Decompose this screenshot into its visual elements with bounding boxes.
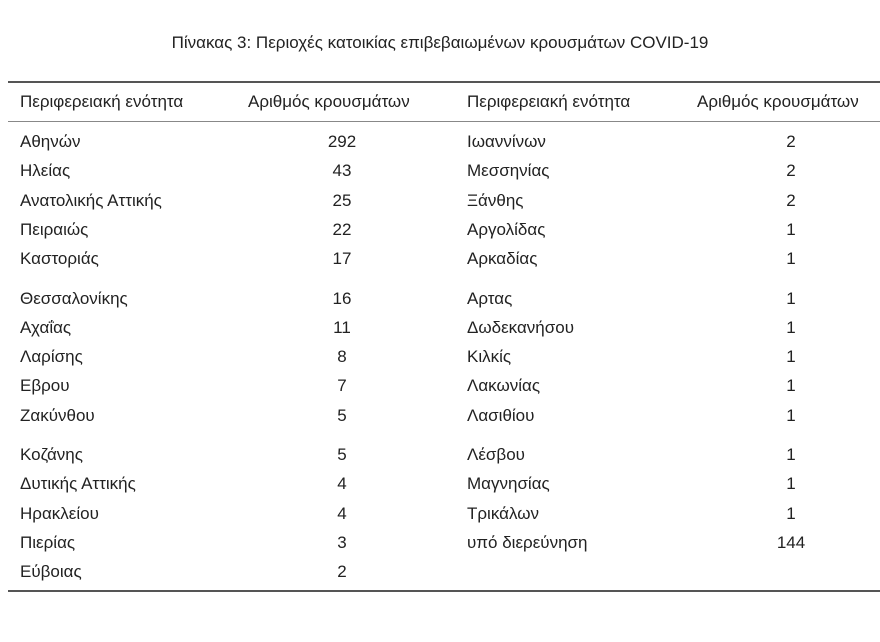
case-count: 1 xyxy=(786,288,796,308)
case-count: 22 xyxy=(332,219,352,239)
region-name: Θεσσαλονίκης xyxy=(20,288,128,308)
region-name: Ιωαννίνων xyxy=(467,132,546,151)
region-name: Λασιθίου xyxy=(467,405,535,425)
case-count: 17 xyxy=(332,249,352,269)
case-count: 1 xyxy=(786,445,796,464)
region-name: Αρτας xyxy=(467,288,513,308)
header-region-2: Περιφερειακή ενότητα xyxy=(467,92,631,111)
region-name: Ξάνθης xyxy=(467,190,524,210)
case-count: 25 xyxy=(332,190,352,210)
case-count: 43 xyxy=(332,161,352,181)
region-name: Αρκαδίας xyxy=(467,249,538,269)
region-name: Δωδεκανήσου xyxy=(467,317,574,337)
region-name: Αθηνών xyxy=(20,132,81,151)
case-count: 292 xyxy=(327,132,357,151)
case-count: 4 xyxy=(337,503,347,523)
region-name: Ηρακλείου xyxy=(20,503,99,523)
bottom-rule xyxy=(8,590,880,592)
case-count: 4 xyxy=(337,474,347,494)
region-name: Πιερίας xyxy=(20,532,76,552)
case-count: 1 xyxy=(786,249,796,269)
case-count: 7 xyxy=(337,376,347,396)
region-name: Λαρίσης xyxy=(20,347,83,367)
case-count: 1 xyxy=(786,219,796,239)
region-name: Κιλκίς xyxy=(467,347,512,367)
region-name: Κοζάνης xyxy=(20,445,83,464)
region-name: Μεσσηνίας xyxy=(467,161,550,181)
region-name: Δυτικής Αττικής xyxy=(20,474,136,494)
case-count: 1 xyxy=(786,376,796,396)
case-count: 1 xyxy=(786,474,796,494)
region-name: Ηλείας xyxy=(20,161,71,181)
case-count: 2 xyxy=(786,132,796,151)
case-count: 1 xyxy=(786,405,796,425)
region-name: Αχαΐας xyxy=(20,317,72,337)
region-name: Λέσβου xyxy=(467,445,525,464)
region-name: υπό διερεύνηση xyxy=(467,532,588,552)
case-count: 2 xyxy=(337,562,347,582)
header-region-1: Περιφερειακή ενότητα xyxy=(20,92,184,111)
case-count: 144 xyxy=(776,532,806,552)
table-title: Πίνακας 3: Περιοχές κατοικίας επιβεβαιωμ… xyxy=(171,33,709,52)
case-count: 3 xyxy=(337,532,347,552)
region-name: Καστοριάς xyxy=(20,249,99,269)
region-name: Εύβοιας xyxy=(20,562,82,582)
region-name: Ανατολικής Αττικής xyxy=(20,190,162,210)
case-count: 11 xyxy=(333,317,351,337)
region-name: Ζακύνθου xyxy=(20,405,95,425)
region-name: Πειραιώς xyxy=(20,219,89,239)
region-name: Τρικάλων xyxy=(467,503,539,523)
case-count: 16 xyxy=(332,288,352,308)
header-cases-2: Αριθμός κρουσμάτων xyxy=(697,92,859,111)
case-count: 1 xyxy=(786,347,796,367)
case-count: 2 xyxy=(786,190,796,210)
region-name: Μαγνησίας xyxy=(467,474,550,494)
case-count: 1 xyxy=(786,317,796,337)
case-count: 1 xyxy=(786,503,796,523)
case-count: 8 xyxy=(337,347,347,367)
region-name: Εβρου xyxy=(20,376,70,396)
header-cases-1: Αριθμός κρουσμάτων xyxy=(248,92,410,111)
region-name: Αργολίδας xyxy=(467,219,546,239)
header-rule xyxy=(8,121,880,122)
case-count: 2 xyxy=(786,161,796,181)
case-count: 5 xyxy=(337,405,347,425)
top-rule xyxy=(8,81,880,83)
case-count: 5 xyxy=(337,445,347,464)
region-name: Λακωνίας xyxy=(467,376,541,396)
